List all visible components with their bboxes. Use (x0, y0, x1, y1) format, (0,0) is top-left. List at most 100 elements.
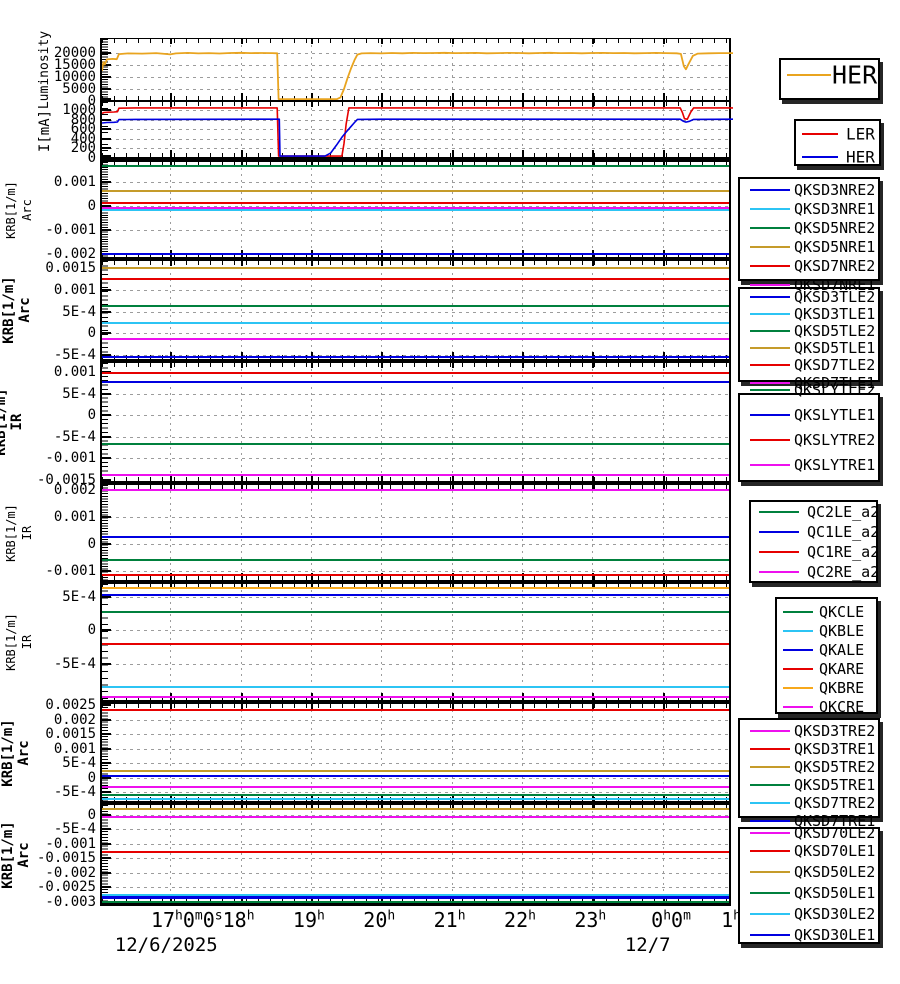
x-tick-unit: h (387, 908, 396, 924)
value-line-QKSD5TLE1 (102, 266, 729, 269)
curve-HER (102, 118, 733, 157)
value-line-QKCLE (102, 610, 729, 613)
legend-line-sample (750, 265, 790, 267)
y-tick-label: 5E-4 (62, 755, 96, 772)
legend-label: QKSD3NRE2 (794, 181, 876, 199)
y-tick-label: 0.001 (53, 508, 96, 525)
x-tick-number: 22 (504, 908, 529, 932)
x-tick-label: 1h (721, 908, 741, 932)
hour-gridline (310, 704, 312, 801)
legend-row: QC2RE_a2 (749, 562, 879, 582)
value-line-QKALE (102, 594, 729, 597)
legend-row: QKSD3NRE1 (738, 199, 880, 219)
hour-gridline (381, 805, 383, 903)
y-gridline (102, 829, 729, 831)
legend-box-4 (738, 393, 880, 482)
legend-label: QKSD3TLE2 (794, 288, 876, 306)
legend-line-sample (783, 706, 813, 708)
y-gridline (102, 792, 729, 794)
hour-gridline (662, 485, 664, 580)
legend-label: HER (846, 147, 875, 167)
legend-line-sample (750, 464, 790, 466)
x-tick-label: 0h0m (651, 908, 691, 932)
y-gridline (102, 110, 729, 112)
legend-box-1 (794, 119, 881, 166)
legend-row: QKSD7NRE1 (738, 275, 880, 295)
y-gridline (102, 843, 729, 845)
value-line-QKCRE (102, 695, 729, 698)
legend-row: QKSD7TRE1 (738, 811, 880, 831)
legend-label: QKSD3TLE1 (794, 305, 876, 323)
y-tick-label: 0.0015 (45, 726, 96, 743)
x-tick-unit: h (663, 908, 672, 924)
hour-gridline (521, 39, 523, 100)
legend-line-sample (750, 871, 790, 873)
y-tick-label: 20000 (53, 44, 96, 61)
legend-label: QC1RE_a2 (807, 543, 880, 561)
legend-line-sample (802, 156, 838, 158)
legend-row: QKBLE (775, 621, 878, 641)
legend-row: QKSD70LE1 (738, 841, 880, 861)
legend-label: QKSD30LE1 (794, 926, 876, 944)
legend-line-sample (750, 748, 790, 750)
x-axis-date: 12/6/2025 (114, 934, 218, 956)
legend-label: QKSD5TLE2 (794, 322, 876, 340)
y-gridline (102, 129, 729, 131)
legend-label: QKARE (819, 660, 865, 678)
y-minor-ticks (102, 261, 108, 359)
value-line-QKBLE (102, 686, 729, 689)
y-tick-label: 5E-4 (62, 588, 96, 605)
hour-gridline (381, 584, 383, 700)
y-tick-label: 0.001 (53, 364, 96, 381)
hour-gridline (170, 39, 172, 100)
legend-line-sample (750, 382, 790, 384)
legend-label: QKSD30LE2 (794, 905, 876, 923)
y-tick-label: 0.001 (53, 174, 96, 191)
legend-label: QKSD3TRE1 (794, 740, 876, 758)
value-line-QKARE (102, 643, 729, 646)
legend-row: QKSD5TLE2 (738, 321, 880, 341)
y-minor-ticks (102, 39, 108, 100)
x-minor-ticks (102, 253, 729, 257)
y-tick-label: 5E-4 (62, 385, 96, 402)
y-tick-label: 0 (87, 198, 96, 215)
x-tick-label: 22h (504, 908, 536, 932)
hour-gridline (310, 261, 312, 359)
value-line-QKSD5TLE2 (102, 304, 729, 307)
value-line-QKSD70LE2 (102, 816, 729, 819)
y-gridline (102, 663, 729, 665)
y-tick-label: 0 (87, 149, 96, 166)
hour-gridline (521, 584, 523, 700)
value-line-QKSD5TRE2 (102, 769, 729, 772)
y-tick-label: 0.001 (53, 740, 96, 757)
legend-line-sample (759, 531, 799, 533)
curve-LER (102, 107, 733, 157)
value-line-QKSLYTRE1 (102, 474, 729, 477)
y-gridline (102, 777, 729, 779)
hour-gridline (381, 363, 383, 481)
legend-box-3 (738, 287, 880, 382)
legend-line-sample (759, 551, 799, 553)
y-tick-label: -0.002 (45, 864, 96, 881)
value-line-QKSD3TRE2 (102, 785, 729, 788)
legend-line-sample (759, 511, 799, 513)
y-tick-label: -0.001 (45, 562, 96, 579)
hour-gridline (240, 584, 242, 700)
hour-gridline (170, 805, 172, 903)
hour-gridline (521, 485, 523, 580)
y-tick-label: -5E-4 (53, 655, 96, 672)
value-line-QKSD5NRE1 (102, 190, 729, 193)
legend-row: QKSD5TRE2 (738, 757, 880, 777)
legend-label: QKSD7TLE1 (794, 374, 876, 392)
value-line-QKSD7TLE2 (102, 278, 729, 281)
y-gridline (102, 415, 729, 417)
x-tick-unit: h (528, 908, 536, 924)
y-gridline (102, 436, 729, 438)
hour-gridline (592, 805, 594, 903)
value-line-QKSD30LE1 (102, 896, 729, 900)
legend-row: QKSD7NRE2 (738, 256, 880, 276)
y-tick-label: 0.002 (53, 482, 96, 498)
y-tick-label: -5E-4 (53, 428, 96, 445)
hour-gridline (451, 584, 453, 700)
y-gridline (102, 138, 729, 140)
